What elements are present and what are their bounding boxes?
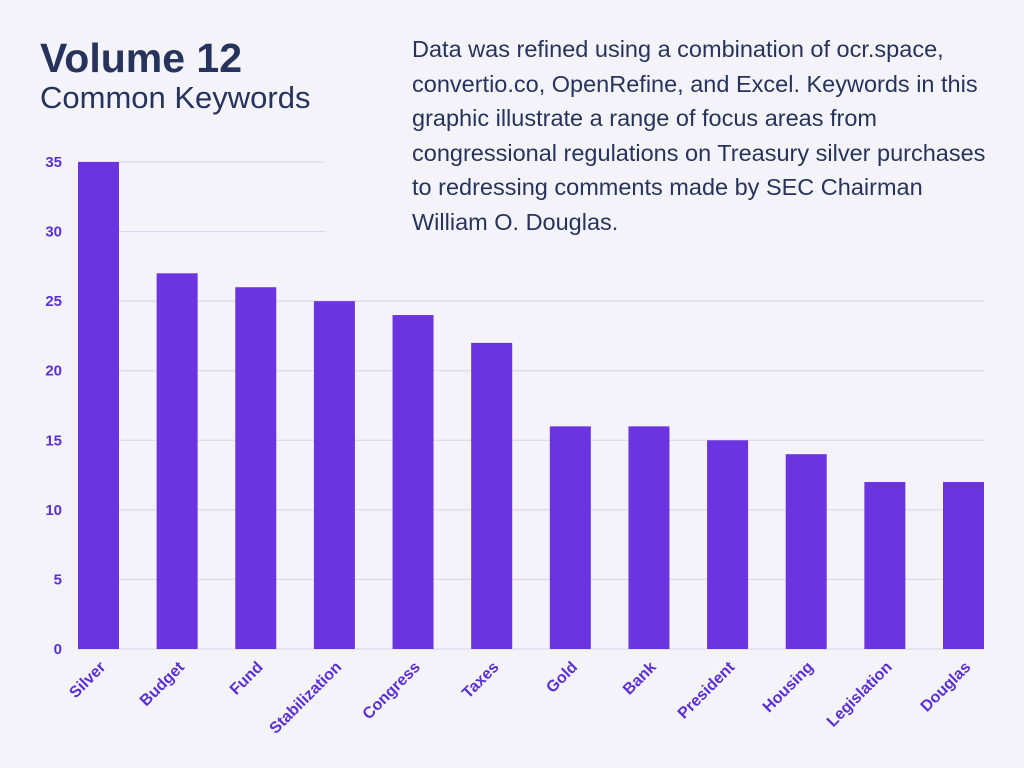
y-tick-label: 20 <box>45 363 62 380</box>
y-tick-label: 35 <box>45 154 62 171</box>
x-category-label: Taxes <box>459 659 502 702</box>
bar-housing <box>785 454 827 649</box>
x-category-label: Legislation <box>824 659 896 731</box>
bars <box>78 162 984 649</box>
y-tick-label: 25 <box>45 293 62 310</box>
bar-president <box>707 440 749 649</box>
x-category-label: Silver <box>66 659 109 702</box>
x-category-label: President <box>675 658 739 722</box>
x-category-label: Fund <box>227 659 267 699</box>
x-category-label: Douglas <box>918 659 975 716</box>
bar-fund <box>235 287 277 649</box>
x-category-label: Housing <box>760 659 817 716</box>
x-category-label: Budget <box>137 658 188 709</box>
bar-stabilization <box>313 301 355 649</box>
bar-taxes <box>471 342 513 649</box>
x-category-label: Stabilization <box>267 659 346 738</box>
chart-subtitle: Common Keywords <box>40 80 311 115</box>
bar-legislation <box>864 482 906 649</box>
bar-silver <box>78 162 119 649</box>
y-tick-label: 5 <box>54 571 62 588</box>
bar-bank <box>628 426 670 649</box>
bar-gold <box>549 426 591 649</box>
x-category-label: Gold <box>543 659 581 697</box>
bar-douglas <box>943 482 984 649</box>
y-axis-ticks: 0 5 10 15 20 25 30 35 <box>45 154 62 658</box>
x-axis-categories: Silver Budget Fund Stabilization Congress Tax… <box>66 658 974 737</box>
bar-congress <box>392 315 434 649</box>
chart-description: Data was refined using a combination of … <box>412 36 986 235</box>
bar-budget <box>156 273 198 649</box>
y-tick-label: 30 <box>45 224 62 241</box>
y-tick-label: 10 <box>45 502 62 519</box>
x-category-label: Congress <box>360 659 424 723</box>
y-tick-label: 0 <box>54 641 62 658</box>
gridlines <box>78 161 984 650</box>
x-category-label: Bank <box>620 659 660 699</box>
y-tick-label: 15 <box>45 432 62 449</box>
chart-title: Volume 12 <box>40 35 243 81</box>
